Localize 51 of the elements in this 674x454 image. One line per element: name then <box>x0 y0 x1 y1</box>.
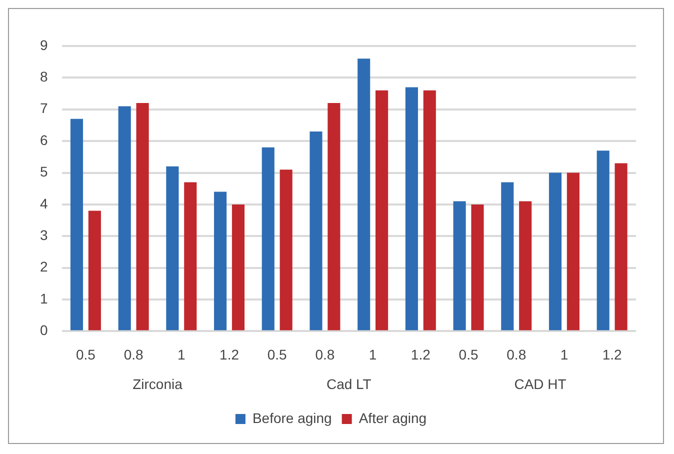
bar <box>519 201 532 330</box>
y-tick-label: 8 <box>40 68 48 85</box>
x-tick-label: 1.2 <box>410 346 431 362</box>
y-tick-label: 3 <box>40 226 48 243</box>
bar <box>232 204 245 330</box>
legend-label: Before aging <box>252 410 332 426</box>
bar <box>184 182 197 330</box>
bar <box>118 106 131 330</box>
bar <box>88 210 101 330</box>
bar <box>310 132 322 330</box>
x-tick-label: 0.5 <box>458 346 478 362</box>
x-tick-label: 1 <box>560 346 568 362</box>
bar <box>262 147 274 330</box>
x-tick-label: 0.8 <box>124 346 144 362</box>
bar <box>70 118 84 330</box>
bar <box>405 87 418 330</box>
bar <box>136 103 149 330</box>
x-tick-label: 0.8 <box>315 346 335 362</box>
x-tick-label: 1 <box>368 346 377 362</box>
x-tick-label: 0.5 <box>76 346 96 362</box>
bar <box>166 166 179 330</box>
bar <box>566 172 580 330</box>
x-tick-label: 1.2 <box>220 346 240 362</box>
bar <box>471 204 484 330</box>
y-tick-label: 2 <box>40 258 48 275</box>
bar <box>376 90 388 330</box>
x-tick-label: 0.8 <box>506 346 526 362</box>
bar <box>596 150 610 330</box>
text: Zirconia <box>132 376 183 392</box>
y-tick-label: 6 <box>40 132 48 148</box>
y-tick-label: 0 <box>40 322 48 338</box>
bar <box>548 172 562 330</box>
bar <box>501 182 514 330</box>
bar <box>423 90 436 330</box>
bar <box>214 192 227 330</box>
x-tick-label: 1 <box>178 346 186 362</box>
y-tick-label: 1 <box>40 290 48 306</box>
y-tick-label: 4 <box>40 195 48 212</box>
x-tick-label: 0.5 <box>267 346 288 362</box>
y-tick-label: 7 <box>40 100 48 116</box>
legend-label: After aging <box>358 410 427 426</box>
bar <box>358 58 370 330</box>
x-tick-label: 1.2 <box>602 346 622 362</box>
bar <box>280 170 292 330</box>
text: CAD HT <box>514 376 567 392</box>
y-tick-label: 9 <box>40 36 48 53</box>
bar <box>614 163 628 330</box>
bar <box>328 103 340 330</box>
y-tick-label: 5 <box>40 164 48 180</box>
text: Cad LT <box>326 376 372 392</box>
bar <box>453 201 466 330</box>
